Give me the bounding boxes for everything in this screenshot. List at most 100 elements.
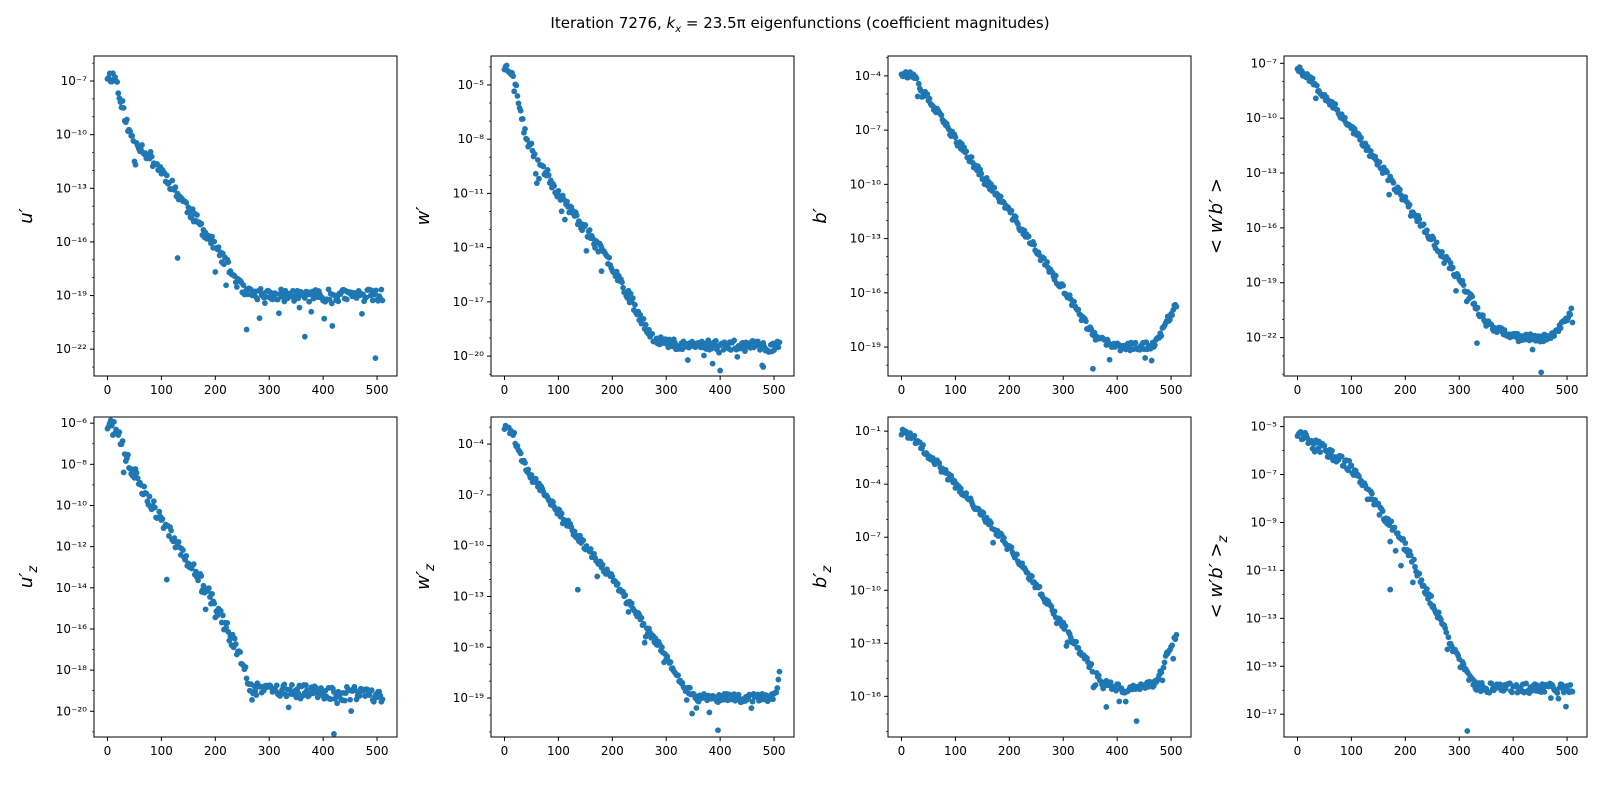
data-point	[281, 681, 288, 688]
data-point	[580, 537, 587, 544]
data-point	[1159, 677, 1166, 684]
y-tick-label: 10⁻²²	[1246, 331, 1277, 345]
x-tick-label: 200	[1394, 383, 1417, 397]
data-point	[325, 286, 332, 293]
data-point	[1557, 325, 1564, 332]
data-point	[343, 296, 350, 303]
data-point	[915, 80, 922, 87]
data-point	[1379, 508, 1386, 515]
data-point	[564, 198, 570, 205]
data-point	[318, 685, 324, 691]
axes-frame	[93, 55, 398, 377]
y-tick-label: 10⁻²⁰	[453, 349, 484, 363]
data-point	[231, 635, 238, 642]
data-point	[1443, 629, 1450, 636]
data-point	[1001, 535, 1007, 541]
data-point	[1444, 646, 1451, 653]
data-point	[963, 490, 970, 497]
data-point	[687, 684, 693, 691]
data-point	[321, 315, 328, 322]
data-point	[1416, 570, 1423, 577]
x-tick-label: 300	[1448, 744, 1471, 758]
data-point	[689, 710, 695, 717]
data-point	[503, 62, 510, 69]
data-point	[540, 163, 547, 170]
data-point	[632, 301, 638, 308]
data-point	[159, 516, 166, 522]
data-point	[1547, 695, 1554, 701]
x-tick-label: 0	[898, 383, 906, 397]
data-point	[288, 682, 295, 688]
data-point	[240, 282, 247, 289]
data-point	[646, 326, 652, 333]
x-tick-label: 300	[1052, 744, 1075, 758]
data-point	[224, 619, 231, 626]
data-point	[308, 308, 315, 315]
data-point	[119, 98, 126, 104]
data-point	[1169, 642, 1176, 649]
data-point	[620, 284, 626, 291]
data-point	[963, 148, 970, 155]
data-point	[233, 284, 240, 290]
data-point	[114, 79, 121, 85]
y-tick-label: 10⁻⁴	[855, 477, 882, 491]
data-point	[120, 469, 127, 476]
data-point	[734, 353, 741, 360]
data-point	[1321, 442, 1328, 449]
y-tick-label: 10⁻¹⁵	[1246, 659, 1277, 673]
data-point	[223, 282, 229, 289]
data-points	[1294, 429, 1576, 734]
data-point	[997, 193, 1004, 200]
data-point	[1409, 579, 1416, 586]
x-tick-label: 400	[1502, 383, 1525, 397]
data-point	[1082, 318, 1089, 325]
data-point	[619, 279, 625, 286]
y-axis-label: w′z	[413, 563, 438, 590]
data-point-outlier	[717, 367, 724, 374]
title-math-rest: = 23.5π	[681, 14, 746, 32]
data-point	[1044, 259, 1050, 265]
y-axis-label: u′	[16, 208, 37, 224]
x-tick-label: 300	[655, 383, 678, 397]
y-tick-label: 10⁻¹⁴	[56, 581, 87, 595]
data-point	[369, 297, 376, 304]
data-point	[242, 664, 249, 670]
data-point	[1412, 563, 1418, 570]
data-point	[667, 659, 674, 666]
data-point	[911, 432, 918, 439]
data-point	[1509, 689, 1515, 696]
data-point	[1062, 623, 1069, 629]
data-point	[283, 693, 290, 700]
data-point	[327, 696, 334, 702]
data-point	[1071, 298, 1077, 305]
y-tick-label: 10⁻¹⁶	[56, 622, 87, 636]
data-point	[183, 552, 190, 559]
data-point	[341, 697, 348, 704]
data-point	[212, 269, 219, 275]
data-point	[528, 472, 535, 478]
x-tick-label: 500	[366, 744, 389, 758]
data-point	[1051, 608, 1058, 615]
data-point	[774, 685, 781, 691]
data-point	[1031, 241, 1038, 248]
x-tick-label: 300	[1052, 383, 1075, 397]
data-point	[990, 539, 997, 546]
data-point	[115, 90, 122, 97]
data-point	[139, 142, 145, 148]
data-point	[1008, 544, 1015, 551]
y-axis-label: b′	[810, 208, 831, 224]
y-tick-label: 10⁻¹³	[1246, 166, 1277, 180]
data-point	[716, 349, 722, 356]
data-point	[1430, 235, 1437, 242]
data-point-outlier	[329, 323, 336, 329]
y-tick-label: 10⁻¹⁶	[850, 286, 881, 300]
data-point	[536, 175, 542, 182]
data-point	[195, 577, 201, 584]
data-point	[952, 134, 959, 141]
y-tick-label: 10⁻¹⁰	[56, 498, 87, 512]
x-tick-label: 300	[1448, 383, 1471, 397]
y-tick-label: 10⁻⁸	[458, 132, 485, 146]
y-tick-label: 10⁻¹³	[1246, 611, 1277, 625]
data-point	[368, 687, 375, 694]
data-point	[991, 184, 998, 191]
